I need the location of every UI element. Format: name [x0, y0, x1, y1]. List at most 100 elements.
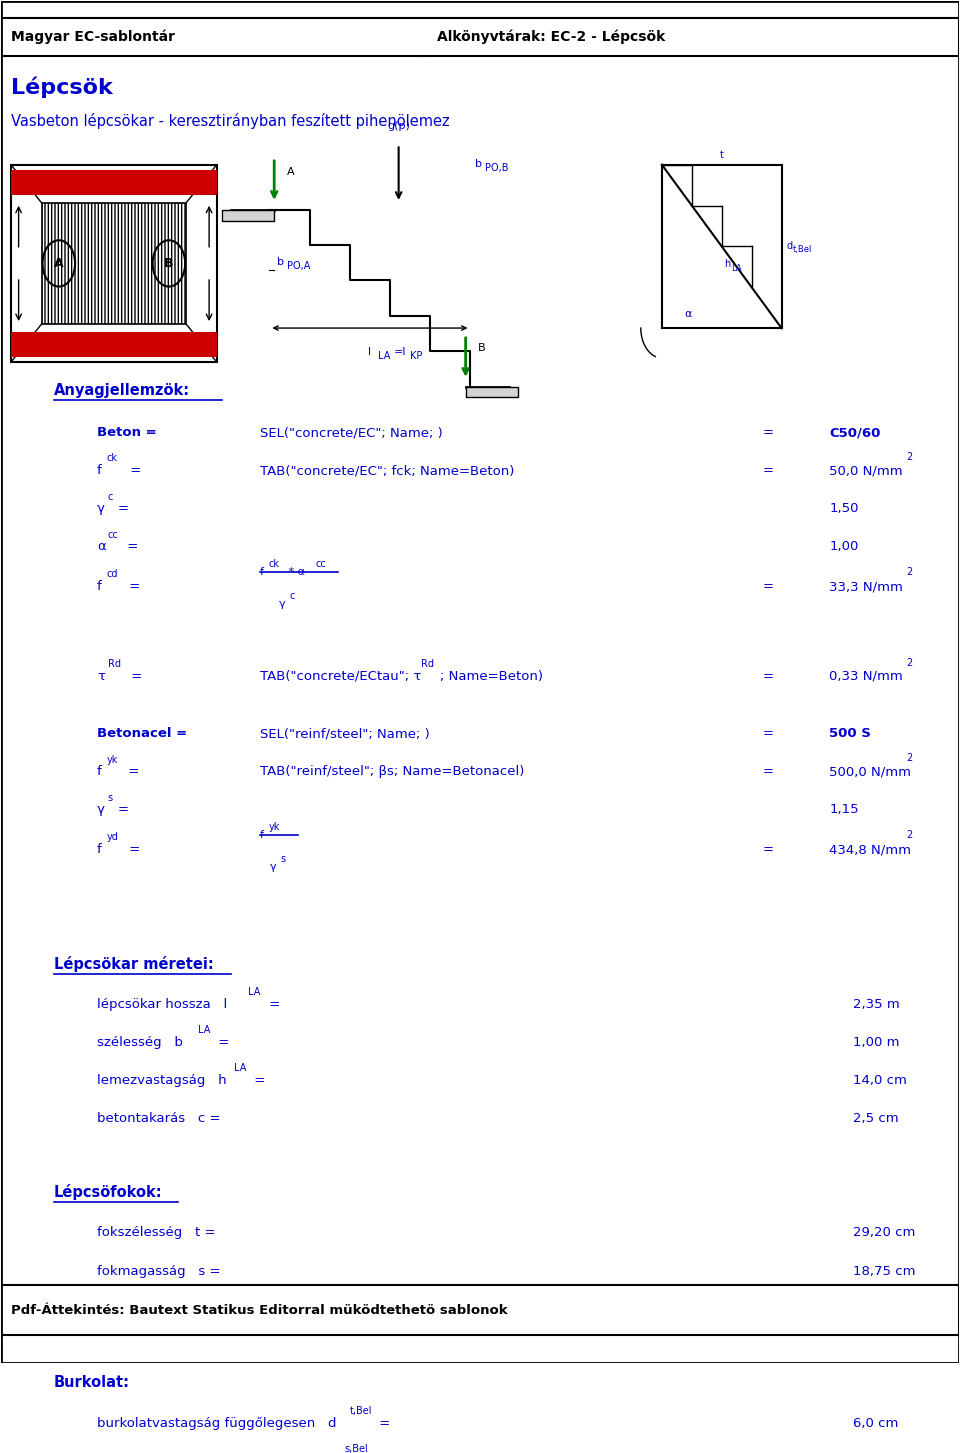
Text: 29,20 cm: 29,20 cm	[853, 1226, 916, 1239]
Text: LA: LA	[377, 352, 390, 362]
Text: B: B	[164, 257, 174, 270]
Text: γ: γ	[97, 503, 105, 516]
Text: =: =	[265, 998, 280, 1011]
Text: LA: LA	[249, 987, 261, 997]
Text: PO,B: PO,B	[485, 163, 508, 173]
Text: =l: =l	[394, 347, 406, 357]
Text: TAB("concrete/EC"; fck; Name=Beton): TAB("concrete/EC"; fck; Name=Beton)	[260, 464, 515, 477]
Text: PO,A: PO,A	[287, 262, 310, 270]
Text: 1,00 m: 1,00 m	[853, 1036, 900, 1049]
Text: f: f	[260, 567, 264, 577]
Text: =: =	[762, 843, 774, 856]
Text: szélesség   b: szélesség b	[97, 1036, 183, 1049]
Bar	[1, 17, 959, 55]
Text: lemezvastagság   h: lemezvastagság h	[97, 1074, 227, 1087]
Text: α: α	[684, 309, 692, 320]
Text: =: =	[762, 1303, 774, 1315]
Text: 1,50: 1,50	[829, 503, 859, 516]
Text: 2: 2	[906, 830, 912, 840]
Text: ck: ck	[107, 453, 118, 464]
Text: SEL("concrete/EC"; Name; ): SEL("concrete/EC"; Name; )	[260, 426, 443, 439]
Text: 14,0 cm: 14,0 cm	[853, 1074, 907, 1087]
Text: SEL("reinf/steel"; Name; ): SEL("reinf/steel"; Name; )	[260, 726, 429, 740]
Text: 434,8 N/mm: 434,8 N/mm	[829, 843, 911, 856]
Text: B: B	[478, 343, 486, 353]
Text: s: s	[280, 854, 285, 865]
Text: Burkolat:: Burkolat:	[54, 1375, 130, 1391]
Text: =: =	[762, 580, 774, 593]
Text: t,Bel: t,Bel	[793, 244, 812, 254]
Text: lépcsökar hossza   l: lépcsökar hossza l	[97, 998, 228, 1011]
Bar	[11, 333, 217, 356]
Text: =: =	[124, 766, 139, 779]
Text: =: =	[117, 503, 129, 516]
Text: 1,00: 1,00	[829, 541, 859, 554]
Text: γ: γ	[97, 804, 105, 817]
Text: =: =	[125, 843, 140, 856]
Text: γ: γ	[279, 599, 286, 609]
Bar	[41, 203, 186, 324]
Bar	[466, 386, 518, 398]
Text: α: α	[97, 541, 106, 554]
Text: =: =	[117, 804, 129, 817]
Text: LA: LA	[198, 1026, 210, 1035]
Text: 2: 2	[906, 567, 912, 577]
Text: 50,0 N/mm: 50,0 N/mm	[829, 464, 903, 477]
Text: f: f	[97, 843, 102, 856]
Text: yd: yd	[107, 833, 118, 843]
Text: 6,0 cm: 6,0 cm	[853, 1417, 899, 1430]
Text: =: =	[374, 1417, 390, 1430]
Text: c: c	[290, 591, 295, 602]
Text: A: A	[287, 167, 295, 176]
Text: Lépcsöfokok:: Lépcsöfokok:	[54, 1184, 162, 1200]
Text: Betonacel =: Betonacel =	[97, 726, 187, 740]
Text: burkolatvastagság függőlegesen   d: burkolatvastagság függőlegesen d	[97, 1417, 337, 1430]
Text: yk: yk	[107, 754, 118, 764]
Bar	[11, 164, 217, 362]
Text: =: =	[214, 1036, 229, 1049]
Text: =: =	[251, 1074, 266, 1087]
Text: fokszélesség   t =: fokszélesség t =	[97, 1226, 216, 1239]
Text: =: =	[126, 464, 141, 477]
Text: 1,15: 1,15	[829, 804, 859, 817]
Text: 500 S: 500 S	[829, 726, 872, 740]
Text: LA: LA	[234, 1064, 247, 1074]
Text: Vasbeton lépcsökar - keresztirányban feszített pihenölemez: Vasbeton lépcsökar - keresztirányban fes…	[11, 113, 449, 129]
Text: s: s	[108, 793, 112, 802]
Text: * α: * α	[285, 567, 304, 577]
Text: Pdf-Áttekintés: Bautext Statikus Editorral müködtethetö sablonok: Pdf-Áttekintés: Bautext Statikus Editorr…	[11, 1303, 508, 1316]
Text: t: t	[720, 150, 724, 160]
Text: ; Name=Beton): ; Name=Beton)	[440, 670, 542, 683]
Text: 500,0 N/mm: 500,0 N/mm	[829, 766, 911, 779]
Text: C50/60: C50/60	[829, 426, 880, 439]
Text: Alkönyvtárak: EC-2 - Lépcsök: Alkönyvtárak: EC-2 - Lépcsök	[437, 29, 665, 44]
Text: f: f	[97, 766, 102, 779]
Text: cc: cc	[315, 558, 326, 568]
Text: 2,35 m: 2,35 m	[853, 998, 900, 1011]
Text: =: =	[762, 766, 774, 779]
Text: h: h	[724, 259, 731, 269]
Text: γ: γ	[270, 862, 276, 872]
Text: 2: 2	[906, 658, 912, 668]
Text: s,Bel: s,Bel	[344, 1444, 368, 1453]
Text: l: l	[369, 347, 372, 357]
Text: =: =	[762, 670, 774, 683]
Bar	[11, 170, 217, 195]
Text: TAB("concrete/ECtau"; τ: TAB("concrete/ECtau"; τ	[260, 670, 421, 683]
Text: ck: ck	[269, 558, 279, 568]
Bar	[1, 1284, 959, 1335]
Text: 2: 2	[906, 753, 912, 763]
Text: Rd: Rd	[420, 660, 434, 670]
Text: betontakarás   c =: betontakarás c =	[97, 1112, 221, 1125]
Text: 18,75 cm: 18,75 cm	[853, 1264, 916, 1277]
Text: yk: yk	[269, 821, 279, 831]
Text: fokmagasság   s =: fokmagasság s =	[97, 1264, 221, 1277]
Text: g(p): g(p)	[387, 121, 410, 131]
Text: 0,33 N/mm: 0,33 N/mm	[829, 670, 903, 683]
Text: f: f	[97, 580, 102, 593]
Text: Anyagjellemzök:: Anyagjellemzök:	[54, 382, 190, 398]
Text: LA: LA	[731, 264, 741, 273]
Text: 2,5 cm: 2,5 cm	[853, 1112, 899, 1125]
Text: τ: τ	[97, 670, 105, 683]
Text: d: d	[786, 241, 792, 251]
